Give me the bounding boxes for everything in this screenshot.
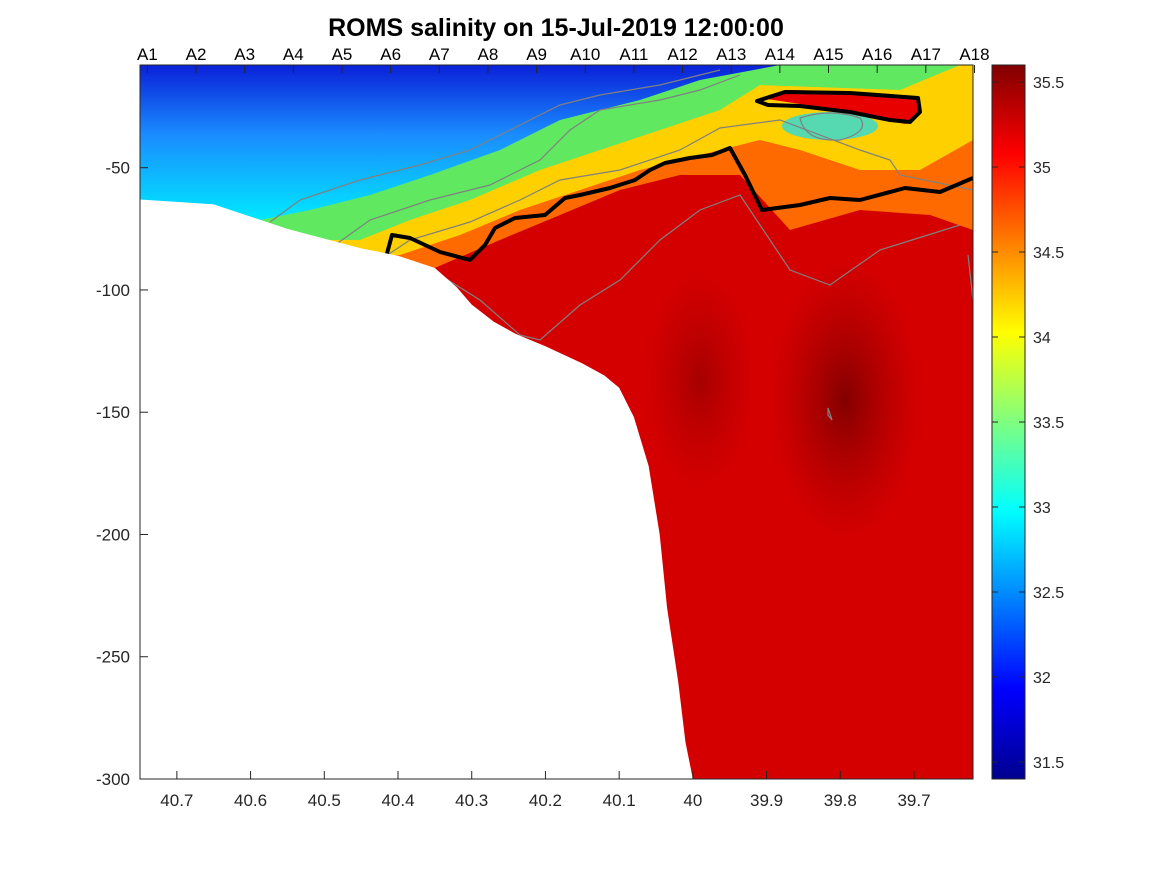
shallow-fresh-eddy xyxy=(782,112,878,140)
bathymetry-mask xyxy=(140,199,693,779)
x-tick-label: 40.4 xyxy=(381,791,414,810)
shallow-saline-lens xyxy=(760,90,920,124)
y-axis: -50 -100 -150 -200 -250 -300 xyxy=(96,159,148,789)
y-tick-label: -200 xyxy=(96,525,130,544)
station-label: A2 xyxy=(186,45,207,64)
station-label: A8 xyxy=(478,45,499,64)
contour-35-main xyxy=(381,146,973,269)
station-axis: A1 A2 A3 A4 A5 A6 A7 A8 A9 A10 A11 A12 A13 A14 A15 A16 A… xyxy=(137,45,990,73)
x-tick-label: 40.3 xyxy=(455,791,488,810)
colorbar-tick-label: 33.5 xyxy=(1033,415,1064,432)
x-tick-label: 39.8 xyxy=(824,791,857,810)
colorbar-tick-label: 32.5 xyxy=(1033,585,1064,602)
colorbar-tick-label: 33 xyxy=(1033,500,1051,517)
grey-contours xyxy=(269,69,973,421)
x-tick-label: 39.7 xyxy=(897,791,930,810)
station-label: A6 xyxy=(380,45,401,64)
station-label: A16 xyxy=(862,45,892,64)
station-label: A7 xyxy=(429,45,450,64)
x-axis: 40.7 40.6 40.5 40.4 40.3 40.2 40.1 40 39.9 39.8 39… xyxy=(160,771,931,810)
x-tick-label: 40.7 xyxy=(160,791,193,810)
x-tick-label: 40.1 xyxy=(603,791,636,810)
station-label: A18 xyxy=(959,45,989,64)
plot-frame xyxy=(139,64,974,780)
x-tick-label: 39.9 xyxy=(750,791,783,810)
y-tick-label: -100 xyxy=(96,281,130,300)
x-tick-label: 40.5 xyxy=(308,791,341,810)
y-tick-label: -50 xyxy=(105,159,130,178)
salinity-field xyxy=(140,65,973,779)
station-label: A9 xyxy=(526,45,547,64)
station-label: A11 xyxy=(619,45,648,64)
x-tick-label: 40 xyxy=(683,791,702,810)
salinity-core-39.8 xyxy=(770,260,920,540)
plot-area: 40.7 40.6 40.5 40.4 40.3 40.2 40.1 40 39.9 39.8 39… xyxy=(96,45,990,810)
station-label: A12 xyxy=(667,45,697,64)
y-tick-label: -300 xyxy=(96,770,130,789)
colorbar-tick-label: 35.5 xyxy=(1033,75,1064,92)
y-tick-label: -150 xyxy=(96,403,130,422)
contour-35-psu xyxy=(381,90,973,269)
station-label: A3 xyxy=(234,45,255,64)
colorbar-tick-label: 34 xyxy=(1033,330,1051,347)
contour-35-lens xyxy=(755,90,922,124)
colorbar-ticks: 31.5 32 32.5 33 33.5 34 34.5 35 35.5 xyxy=(992,75,1064,772)
x-tick-label: 40.2 xyxy=(529,791,562,810)
station-label: A14 xyxy=(765,45,795,64)
colorbar-tick-label: 34.5 xyxy=(1033,245,1064,262)
colorbar-tick-label: 31.5 xyxy=(1033,755,1064,772)
chart-title: ROMS salinity on 15-Jul-2019 12:00:00 xyxy=(328,14,784,42)
colorbar-tick-label: 35 xyxy=(1033,160,1051,177)
y-tick-label: -250 xyxy=(96,648,130,667)
station-label: A10 xyxy=(570,45,600,64)
station-label: A13 xyxy=(716,45,746,64)
x-tick-label: 40.6 xyxy=(234,791,267,810)
station-label: A4 xyxy=(283,45,304,64)
station-label: A15 xyxy=(813,45,843,64)
station-label: A17 xyxy=(911,45,941,64)
station-label: A5 xyxy=(332,45,353,64)
station-label: A1 xyxy=(137,45,158,64)
fresh-surface-layer xyxy=(140,65,780,220)
salinity-core-39.95 xyxy=(645,270,755,490)
colorbar-tick-label: 32 xyxy=(1033,670,1051,687)
colorbar: 31.5 32 32.5 33 33.5 34 34.5 35 35.5 xyxy=(991,64,1064,780)
